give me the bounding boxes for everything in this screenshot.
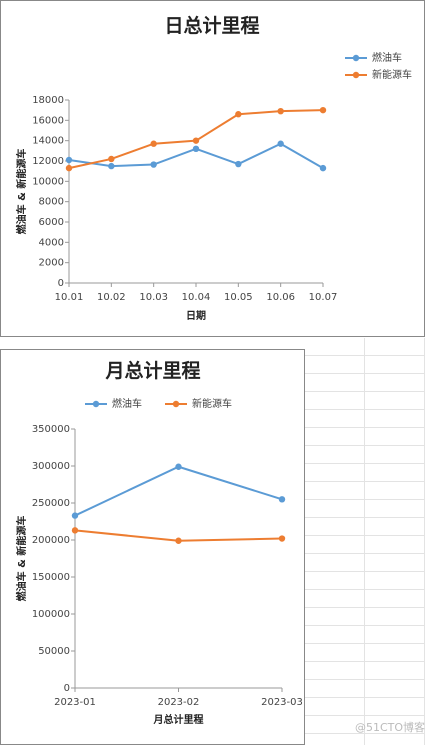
x-tick-label: 10.02 bbox=[97, 292, 126, 303]
y-tick-label: 50000 bbox=[38, 646, 70, 657]
y-tick-label: 14000 bbox=[32, 136, 64, 147]
data-point bbox=[108, 155, 115, 163]
x-tick-label: 10.01 bbox=[55, 292, 84, 303]
x-tick-label: 10.06 bbox=[266, 292, 295, 303]
y-tick-label: 300000 bbox=[32, 461, 70, 472]
y-tick-label: 250000 bbox=[32, 498, 70, 509]
data-point bbox=[278, 535, 286, 542]
x-tick-label: 10.05 bbox=[224, 292, 253, 303]
legend-label: 燃油车 bbox=[112, 397, 142, 410]
x-tick-label: 10.07 bbox=[309, 292, 338, 303]
chart-frame bbox=[0, 0, 425, 337]
y-tick-label: 10000 bbox=[32, 176, 64, 187]
legend-marker bbox=[352, 54, 360, 62]
chart-title: 日总计里程 bbox=[164, 14, 259, 37]
data-point bbox=[65, 156, 73, 164]
data-point bbox=[319, 106, 327, 114]
data-point bbox=[71, 512, 79, 519]
data-point bbox=[277, 107, 284, 115]
data-point bbox=[192, 137, 200, 144]
legend-marker bbox=[92, 400, 100, 408]
legend-label: 燃油车 bbox=[372, 51, 402, 64]
spreadsheet-grid bbox=[305, 338, 425, 745]
y-tick-label: 0 bbox=[64, 683, 70, 694]
y-axis-title: 燃油车 & 新能源车 bbox=[15, 516, 28, 602]
x-tick-label: 2023-03 bbox=[261, 697, 303, 708]
data-point bbox=[175, 463, 182, 470]
y-tick-label: 150000 bbox=[32, 572, 70, 583]
y-tick-label: 4000 bbox=[39, 237, 64, 248]
data-point bbox=[71, 527, 79, 534]
data-point bbox=[192, 145, 200, 152]
legend-label: 新能源车 bbox=[192, 397, 232, 410]
y-tick-label: 8000 bbox=[39, 197, 64, 208]
data-point bbox=[235, 160, 242, 168]
data-point bbox=[175, 537, 182, 544]
data-point bbox=[235, 111, 242, 118]
data-point bbox=[150, 140, 157, 147]
x-tick-label: 10.03 bbox=[139, 292, 168, 303]
data-point bbox=[277, 140, 284, 147]
data-point bbox=[319, 164, 327, 172]
y-tick-label: 12000 bbox=[32, 156, 64, 167]
y-tick-label: 16000 bbox=[32, 115, 64, 126]
data-point bbox=[278, 496, 286, 503]
x-axis-title: 月总计里程 bbox=[153, 713, 204, 726]
x-tick-label: 2023-01 bbox=[54, 697, 96, 708]
y-tick-label: 0 bbox=[58, 278, 64, 289]
x-tick-label: 2023-02 bbox=[158, 697, 200, 708]
y-tick-label: 350000 bbox=[32, 424, 70, 435]
y-axis-title: 燃油车 & 新能源车 bbox=[15, 149, 28, 235]
y-tick-label: 6000 bbox=[39, 217, 64, 228]
legend-marker bbox=[352, 71, 360, 79]
y-tick-label: 100000 bbox=[32, 609, 70, 620]
legend-marker bbox=[172, 400, 180, 408]
y-tick-label: 18000 bbox=[32, 95, 64, 106]
chart-title: 月总计里程 bbox=[104, 359, 200, 382]
y-tick-label: 200000 bbox=[32, 535, 70, 546]
chart-frame bbox=[0, 349, 305, 745]
data-point bbox=[150, 161, 157, 168]
data-point bbox=[65, 164, 73, 172]
data-point bbox=[108, 162, 115, 170]
x-tick-label: 10.04 bbox=[182, 292, 211, 303]
y-tick-label: 2000 bbox=[39, 258, 64, 269]
x-axis-title: 日期 bbox=[186, 309, 206, 322]
watermark: @51CTO博客 bbox=[355, 720, 425, 734]
legend-label: 新能源车 bbox=[372, 68, 412, 81]
